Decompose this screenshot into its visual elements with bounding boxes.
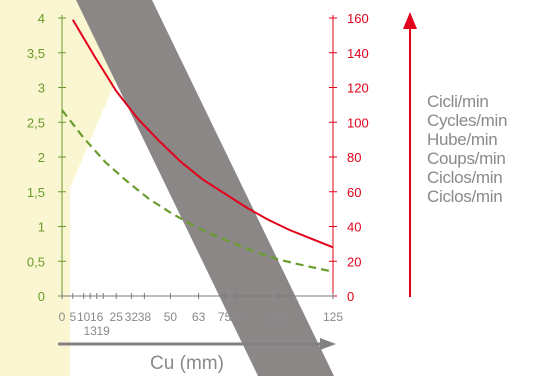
x-axis-tick-label: 5 (69, 310, 76, 324)
units-legend: Cicli/min Cycles/min Hube/min Coups/min … (427, 92, 531, 206)
x-axis-tick-label: 100 (269, 310, 289, 324)
right-axis-tick-label: 60 (347, 185, 361, 200)
right-axis-tick-label: 0 (347, 289, 354, 304)
x-axis-tick-label: 80 (229, 310, 243, 324)
x-axis-tick-label: 13 (84, 324, 98, 338)
x-axis-tick-label: 0 (59, 310, 66, 324)
x-axis-tick-label: 32 (125, 310, 139, 324)
x-axis-title: Cu (mm) (150, 353, 224, 374)
right-axis-tick-label: 160 (347, 11, 369, 26)
left-axis-tick-label: 2 (38, 150, 45, 165)
right-axis-tick-label: 40 (347, 220, 361, 235)
left-axis-tick-label: 2,5 (27, 115, 45, 130)
x-axis-tick-label: 63 (192, 310, 206, 324)
left-axis-tick-label: 3,5 (27, 46, 45, 61)
right-axis-tick-label: 100 (347, 115, 369, 130)
left-axis-tick-label: 0 (38, 289, 45, 304)
x-direction-arrow-head (320, 338, 336, 350)
right-axis-tick-label: 140 (347, 46, 369, 61)
x-axis-tick-label: 16 (90, 310, 104, 324)
unit-label-es: Ciclos/min (427, 168, 503, 187)
right-axis-tick-label: 120 (347, 81, 369, 96)
x-axis-tick-label: 25 (110, 310, 124, 324)
unit-label-it: Cicli/min (427, 92, 489, 111)
right-axis-tick-label: 80 (347, 150, 361, 165)
left-axis-tick-label: 3 (38, 81, 45, 96)
green-dashed-curve (61, 109, 334, 273)
x-axis-tick-label: 50 (164, 310, 178, 324)
left-axis-tick-label: 4 (38, 11, 45, 26)
unit-label-pt: Ciclos/min (427, 187, 503, 206)
right-axis-tick-label: 20 (347, 254, 361, 269)
x-axis-tick-label: 125 (323, 310, 343, 324)
y-direction-arrow-head (403, 12, 417, 29)
left-axis-tick-label: 1 (38, 220, 45, 235)
left-axis-tick-label: 1,5 (27, 185, 45, 200)
x-axis-tick-label: 38 (138, 310, 152, 324)
left-axis-tick-label: 0,5 (27, 254, 45, 269)
x-axis-tick-label: 10 (77, 310, 91, 324)
x-axis-tick-label: 19 (97, 324, 111, 338)
diagonal-band (76, 0, 334, 376)
red-solid-curve (71, 19, 334, 249)
unit-label-de: Hube/min (427, 130, 498, 149)
unit-label-fr: Coups/min (427, 149, 506, 168)
x-axis-tick-label: 75 (218, 310, 232, 324)
background-band-top (0, 0, 115, 270)
unit-label-en: Cycles/min (427, 111, 508, 130)
